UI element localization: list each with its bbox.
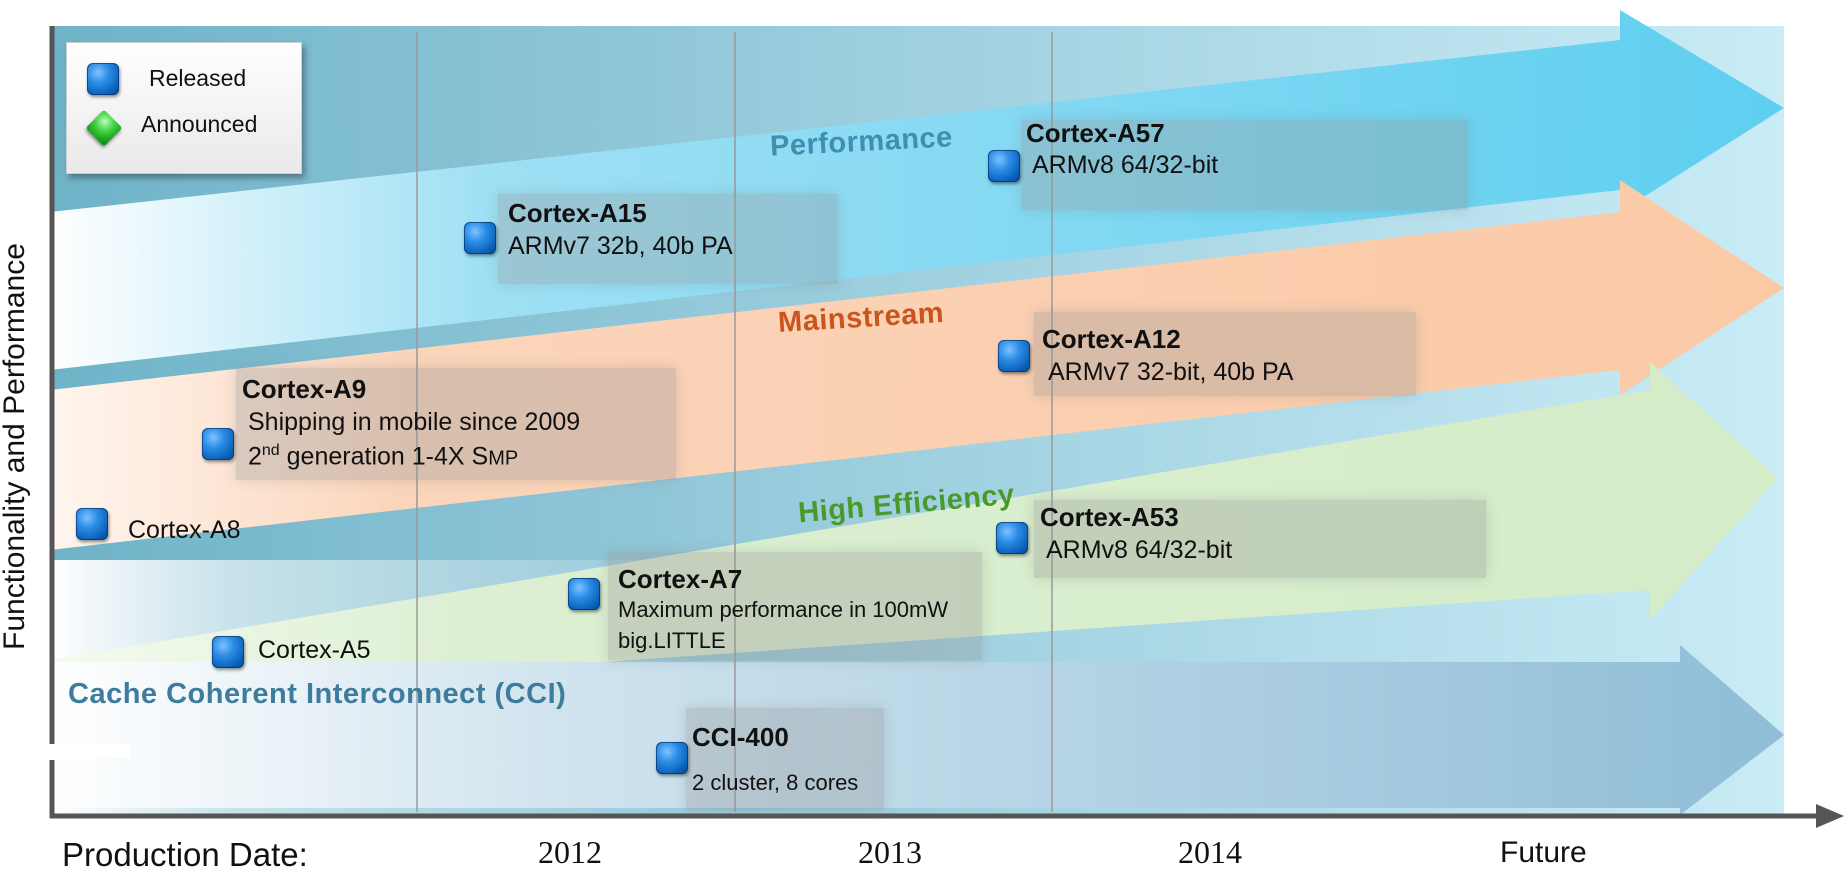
a7-line1: Maximum performance in 100mW xyxy=(618,597,949,622)
a5-title: Cortex-A5 xyxy=(258,636,371,664)
a53-box xyxy=(1034,500,1486,578)
a15-title: Cortex-A15 xyxy=(508,198,647,228)
a9-line2: 2nd generation 1-4X SMP xyxy=(248,442,519,471)
legend: Released Announced xyxy=(66,42,302,174)
a12-desc: ARMv7 32-bit, 40b PA xyxy=(1048,358,1294,386)
a15-desc: ARMv7 32b, 40b PA xyxy=(508,232,733,260)
a53-desc: ARMv8 64/32-bit xyxy=(1046,536,1233,564)
a7-line2: big.LITTLE xyxy=(618,628,726,653)
cci400-desc: 2 cluster, 8 cores xyxy=(692,770,859,795)
cci400-title: CCI-400 xyxy=(692,722,789,752)
a7-box xyxy=(608,552,982,660)
a15-released-icon xyxy=(464,222,496,254)
a53-title: Cortex-A53 xyxy=(1040,502,1179,532)
a53-released-icon xyxy=(996,522,1028,554)
legend-announced-label: Announced xyxy=(141,111,258,137)
a9-line1: Shipping in mobile since 2009 xyxy=(248,408,581,436)
year-2013-label: 2013 xyxy=(858,834,922,870)
a5-released-icon xyxy=(212,636,244,668)
released-icon xyxy=(87,63,119,95)
a15-box xyxy=(498,194,838,284)
a7-title: Cortex-A7 xyxy=(618,564,743,594)
year-2012-label: 2012 xyxy=(538,834,602,870)
a12-title: Cortex-A12 xyxy=(1042,324,1181,354)
a9-title: Cortex-A9 xyxy=(242,374,367,404)
a12-released-icon xyxy=(998,340,1030,372)
a7-released-icon xyxy=(568,578,600,610)
y-axis-title: Functionality and Performance xyxy=(0,243,31,650)
cci400-released-icon xyxy=(656,742,688,774)
legend-released-label: Released xyxy=(149,65,247,91)
future-label: Future xyxy=(1500,836,1587,869)
a8-title: Cortex-A8 xyxy=(128,516,241,544)
cci400-box xyxy=(686,708,884,810)
year-2014-label: 2014 xyxy=(1178,834,1242,870)
a9-released-icon xyxy=(202,428,234,460)
announced-icon xyxy=(85,109,123,147)
x-axis-title: Production Date: xyxy=(62,836,308,873)
a9-box xyxy=(236,368,676,480)
cci-label: Cache Coherent Interconnect (CCI) xyxy=(68,678,567,710)
a57-desc: ARMv8 64/32-bit xyxy=(1032,151,1219,179)
a57-box xyxy=(1022,120,1468,210)
a12-box xyxy=(1034,312,1416,396)
a8-released-icon xyxy=(76,508,108,540)
a57-released-icon xyxy=(988,150,1020,182)
a57-title: Cortex-A57 xyxy=(1026,118,1165,148)
